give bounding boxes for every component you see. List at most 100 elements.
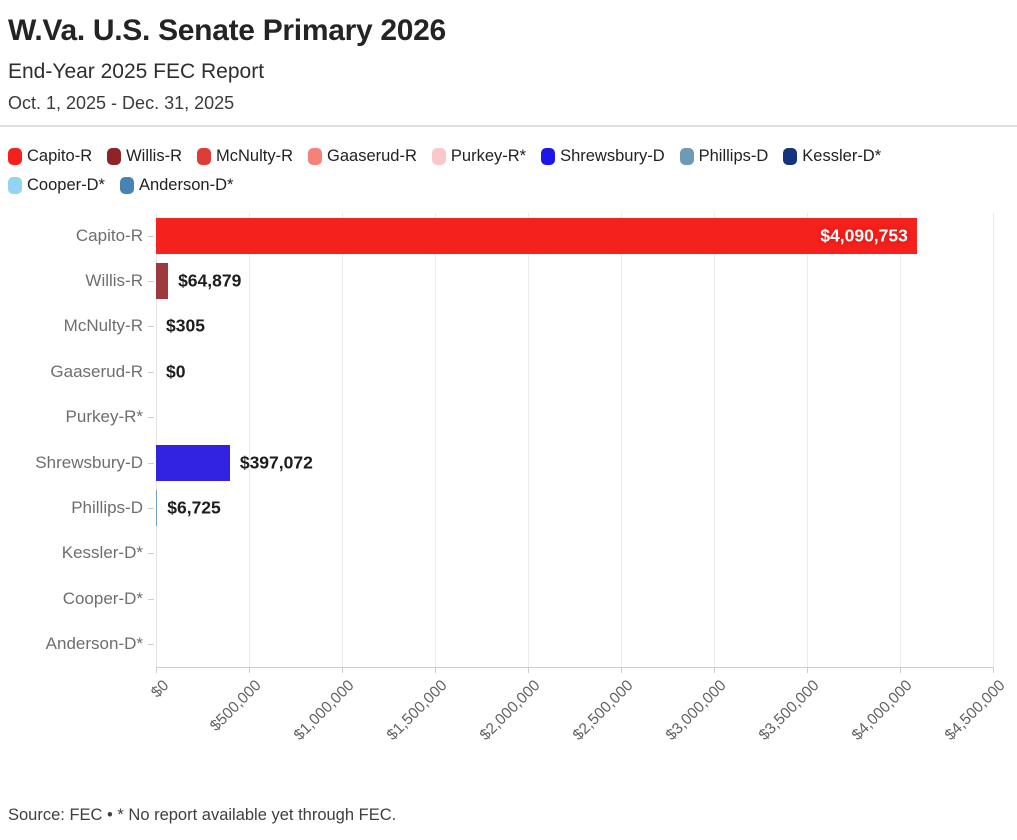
bar-track: $4,090,753	[156, 213, 1005, 258]
x-axis-tick-label: $2,000,000	[477, 677, 545, 744]
bar-row: Shrewsbury-D $397,072	[8, 440, 1005, 485]
x-axis-tick-label: $4,000,000	[849, 677, 917, 744]
legend-label: Capito-R	[27, 147, 93, 165]
chart-legend: Capito-R Willis-R McNulty-R Gaaserud-R Purke…	[8, 144, 973, 198]
category-label: Willis-R	[85, 271, 143, 291]
legend-swatch-icon	[783, 148, 798, 165]
y-axis-tick	[148, 553, 154, 555]
category-label: Anderson-D*	[45, 634, 143, 654]
legend-item: Purkey-R*	[431, 144, 527, 169]
x-axis-tick	[528, 667, 529, 673]
legend-label: Purkey-R*	[450, 147, 527, 165]
legend-swatch-icon	[431, 148, 446, 165]
x-axis-tick	[156, 667, 157, 673]
x-axis-line	[156, 667, 993, 668]
x-axis-tick-label: $0	[147, 677, 173, 702]
x-axis-tick-label: $500,000	[207, 677, 266, 735]
category-label-cell: McNulty-R	[8, 316, 156, 336]
gridline	[249, 213, 250, 667]
category-label: McNulty-R	[63, 316, 143, 336]
x-axis-tick	[435, 667, 436, 673]
legend-label: Phillips-D	[698, 147, 769, 165]
page-title: W.Va. U.S. Senate Primary 2026	[8, 14, 446, 47]
gridlines	[156, 213, 994, 667]
bar-row: Purkey-R*	[8, 395, 1005, 440]
bar-rows: Capito-R $4,090,753 Willis-R $64,879 McNulty…	[8, 213, 1005, 667]
source-note: Source: FEC • * No report available yet …	[8, 806, 397, 824]
bar	[156, 490, 158, 527]
value-label: $6,725	[167, 497, 221, 518]
category-label-cell: Gaaserud-R	[8, 362, 156, 382]
bar-track	[156, 622, 1005, 667]
legend-swatch-icon	[197, 148, 212, 165]
bar-track	[156, 576, 1005, 621]
gridline	[342, 213, 343, 667]
x-axis-tick	[342, 667, 343, 673]
category-label-cell: Kessler-D*	[8, 543, 156, 563]
x-axis-tick	[993, 667, 994, 673]
legend-item: Anderson-D*	[119, 173, 234, 198]
x-axis-tick	[249, 667, 250, 673]
chart-header: W.Va. U.S. Senate Primary 2026 End-Year …	[0, 14, 1017, 127]
y-axis-tick	[148, 508, 154, 510]
category-label-cell: Willis-R	[8, 271, 156, 291]
category-label: Kessler-D*	[61, 543, 143, 563]
x-axis-tick-label: $4,500,000	[942, 677, 1010, 744]
y-axis-tick	[148, 417, 154, 419]
bar-track: $64,879	[156, 258, 1005, 303]
bar-row: Willis-R $64,879	[8, 258, 1005, 303]
bar-track: $305	[156, 304, 1005, 349]
bar	[156, 263, 169, 300]
category-label-cell: Cooper-D*	[8, 589, 156, 609]
legend-swatch-icon	[107, 148, 122, 165]
y-axis-tick	[148, 598, 154, 600]
bar-chart: Capito-R $4,090,753 Willis-R $64,879 McNulty…	[8, 213, 1009, 787]
bar-row: Cooper-D*	[8, 576, 1005, 621]
value-label: $397,072	[239, 452, 313, 473]
legend-label: Shrewsbury-D	[560, 147, 665, 165]
legend-item: Cooper-D*	[8, 173, 105, 198]
value-label: $0	[166, 361, 186, 382]
category-label: Phillips-D	[71, 498, 143, 518]
gridline	[621, 213, 622, 667]
legend-item: Phillips-D	[679, 144, 769, 169]
value-label: $64,879	[178, 270, 242, 291]
y-axis-tick	[148, 644, 154, 646]
x-axis-tick-label: $1,500,000	[384, 677, 452, 744]
legend-label: Willis-R	[126, 147, 183, 165]
x-axis-tick-label: $2,500,000	[570, 677, 638, 744]
x-axis-tick	[900, 667, 901, 673]
bar	[156, 217, 917, 254]
bar-row: Anderson-D*	[8, 622, 1005, 667]
gridline	[993, 213, 994, 667]
category-label-cell: Capito-R	[8, 226, 156, 246]
bar-track: $0	[156, 349, 1005, 394]
category-label: Shrewsbury-D	[35, 452, 143, 472]
legend-swatch-icon	[8, 148, 22, 165]
x-axis-tick-label: $3,000,000	[663, 677, 731, 744]
value-label: $4,090,753	[820, 225, 908, 246]
y-axis-tick	[148, 281, 154, 283]
gridline	[807, 213, 808, 667]
bar-track: $397,072	[156, 440, 1005, 485]
legend-label: McNulty-R	[216, 147, 294, 165]
legend-label: Anderson-D*	[138, 176, 234, 194]
y-axis-tick	[148, 371, 154, 373]
x-axis-tick	[807, 667, 808, 673]
y-axis-tick	[148, 235, 154, 237]
chart-subtitle: End-Year 2025 FEC Report	[8, 60, 265, 83]
bar-track	[156, 531, 1005, 576]
header-divider	[0, 125, 1017, 127]
legend-swatch-icon	[308, 148, 323, 165]
category-label: Cooper-D*	[62, 588, 143, 608]
legend-item: Willis-R	[107, 144, 182, 169]
gridline	[156, 213, 157, 667]
gridline	[435, 213, 436, 667]
category-label: Purkey-R*	[65, 407, 143, 427]
legend-swatch-icon	[119, 177, 134, 194]
date-range: Oct. 1, 2025 - Dec. 31, 2025	[8, 93, 235, 113]
category-label-cell: Purkey-R*	[8, 407, 156, 427]
bar-row: Phillips-D $6,725	[8, 485, 1005, 530]
bar-row: Kessler-D*	[8, 531, 1005, 576]
